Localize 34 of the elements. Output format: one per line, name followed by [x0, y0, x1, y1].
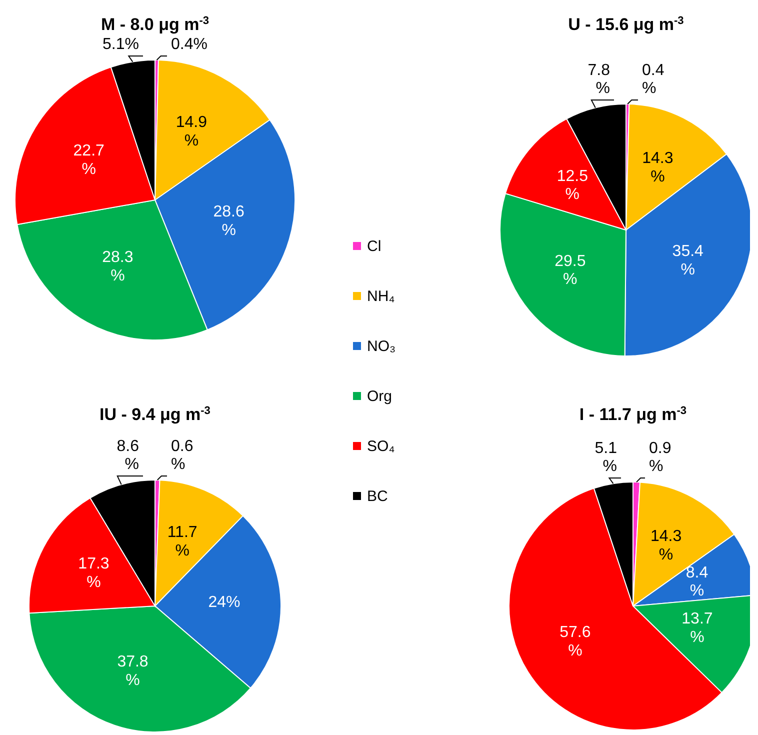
- data-label: 57.6 %: [560, 624, 591, 660]
- legend-label: NH₄: [367, 288, 395, 305]
- data-label: 8.4 %: [686, 564, 708, 600]
- data-label: 12.5 %: [556, 168, 588, 204]
- data-label: 5.1 %: [594, 440, 618, 476]
- data-label: 37.8 %: [117, 654, 148, 690]
- data-label: 14.3 %: [642, 150, 674, 186]
- data-label: 29.5 %: [554, 253, 586, 288]
- data-label: 24%: [208, 594, 240, 612]
- data-label: 22.7 %: [73, 142, 105, 178]
- data-label: 0.4%: [171, 36, 208, 54]
- data-label: 11.7 %: [167, 524, 198, 560]
- chart-title: M - 8.0 μg m$^{-3}$: [100, 15, 210, 34]
- chart-title: IU - 9.4 μg m$^{-3}$: [100, 405, 210, 424]
- data-label: 8.6 %: [116, 438, 140, 474]
- legend-label: Cl: [367, 238, 382, 255]
- legend-label: SO₄: [367, 438, 395, 455]
- data-label: 7.8 %: [588, 62, 610, 98]
- chart-title: U - 15.6 μg m$^{-3}$: [568, 15, 684, 34]
- data-label: 17.3 %: [78, 556, 110, 592]
- data-label: 0.4 %: [642, 62, 664, 98]
- data-label: 28.3 %: [102, 249, 134, 285]
- data-label: 0.6 %: [171, 438, 194, 474]
- data-label: 14.3 %: [650, 528, 682, 564]
- data-label: 14.9 %: [176, 114, 208, 150]
- data-label: 28.6 %: [213, 204, 244, 240]
- data-label: 35.4 %: [672, 243, 704, 279]
- data-label: 13.7 %: [682, 610, 713, 646]
- legend-label: NO₃: [367, 338, 396, 355]
- legend-label: Org: [367, 388, 392, 405]
- chart-title: I - 11.7 μg m$^{-3}$: [579, 405, 687, 424]
- data-label: 5.1%: [102, 36, 139, 54]
- data-label: 0.9 %: [649, 440, 672, 476]
- legend-label: BC: [367, 488, 388, 505]
